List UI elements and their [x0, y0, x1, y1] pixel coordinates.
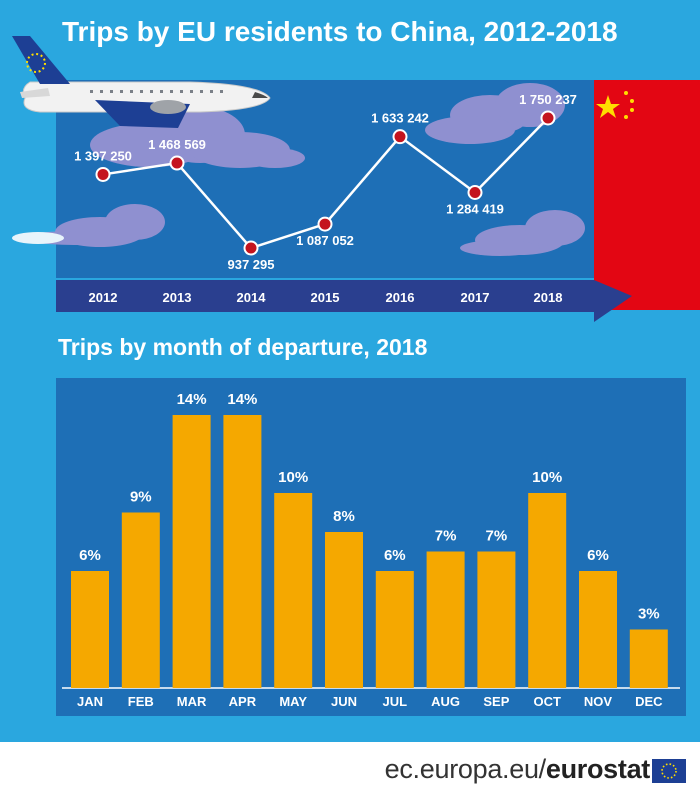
- x-tick-label: DEC: [635, 694, 663, 709]
- data-point: [467, 184, 483, 200]
- data-label: 1 087 052: [296, 233, 354, 248]
- bar: [121, 512, 160, 688]
- bar-chart: 6% JAN 9% FEB 14% MAR 14% APR 10% MAY 8% JUN 6% JUL 7%…: [62, 391, 680, 709]
- x-tick-label: 2017: [461, 290, 490, 305]
- x-tick-label: AUG: [431, 694, 460, 709]
- data-label: 1 284 419: [446, 201, 504, 216]
- x-tick-label: 2013: [163, 290, 192, 305]
- x-tick-label: 2015: [311, 290, 340, 305]
- footer-domain: ec.europa.eu/: [384, 754, 547, 784]
- bar: [223, 415, 262, 688]
- x-tick-label: MAY: [279, 694, 307, 709]
- airplane-icon: [12, 36, 271, 128]
- x-tick-label: JUN: [331, 694, 357, 709]
- data-label: 8%: [333, 508, 355, 525]
- data-label: 6%: [79, 547, 101, 564]
- x-tick-label: 2018: [534, 290, 563, 305]
- bar: [579, 571, 617, 688]
- x-tick-label: JUL: [383, 694, 408, 709]
- data-label: 10%: [532, 469, 562, 486]
- x-tick-label: NOV: [584, 694, 613, 709]
- data-label: 3%: [638, 606, 660, 623]
- x-tick-label: 2016: [386, 290, 415, 305]
- data-label: 9%: [130, 489, 152, 506]
- data-label: 1 397 250: [74, 148, 132, 163]
- bar: [528, 493, 567, 688]
- eu-flag-icon: [652, 759, 686, 783]
- data-label: 7%: [486, 528, 508, 545]
- cloud-icon: [460, 210, 585, 256]
- china-flag-icon: [594, 80, 700, 310]
- data-label: 6%: [384, 547, 406, 564]
- data-label: 1 633 242: [371, 111, 429, 126]
- timeline-arrow: [56, 280, 632, 322]
- x-tick-label: MAR: [177, 694, 207, 709]
- data-label: 14%: [227, 391, 257, 408]
- cloud-icon: [12, 232, 64, 244]
- bar: [71, 571, 109, 688]
- bar: [325, 532, 363, 688]
- bar: [477, 551, 516, 688]
- x-tick-label: FEB: [128, 694, 154, 709]
- footer-credit: ec.europa.eu/eurostat: [384, 754, 651, 785]
- decorations: [12, 36, 700, 322]
- data-label: 10%: [278, 469, 308, 486]
- data-label: 14%: [177, 391, 207, 408]
- x-tick-label: 2014: [237, 290, 267, 305]
- data-label: 937 295: [228, 257, 275, 272]
- data-point: [243, 240, 259, 256]
- bottom-chart-title: Trips by month of departure, 2018: [58, 334, 428, 360]
- x-tick-label: APR: [229, 694, 257, 709]
- footer-brand: eurostat: [545, 754, 650, 784]
- top-chart-title: Trips by EU residents to China, 2012-201…: [62, 16, 618, 47]
- data-point: [392, 129, 408, 145]
- data-label: 1 750 237: [519, 92, 577, 107]
- data-point: [317, 216, 333, 232]
- data-label: 6%: [587, 547, 609, 564]
- bar: [172, 415, 211, 688]
- x-tick-label: JAN: [77, 694, 103, 709]
- x-tick-label: 2012: [89, 290, 118, 305]
- x-tick-label: OCT: [533, 694, 561, 709]
- bar: [274, 493, 313, 688]
- bar: [426, 551, 465, 688]
- bar: [375, 571, 414, 688]
- line-chart: 1 397 250 2012 1 468 569 2013 937 295 2014 1 0…: [74, 92, 577, 305]
- data-label: 7%: [435, 528, 457, 545]
- data-label: 1 468 569: [148, 137, 206, 152]
- x-tick-label: SEP: [483, 694, 509, 709]
- data-point: [169, 155, 185, 171]
- data-point: [95, 166, 111, 182]
- bar: [629, 629, 668, 688]
- data-point: [540, 110, 556, 126]
